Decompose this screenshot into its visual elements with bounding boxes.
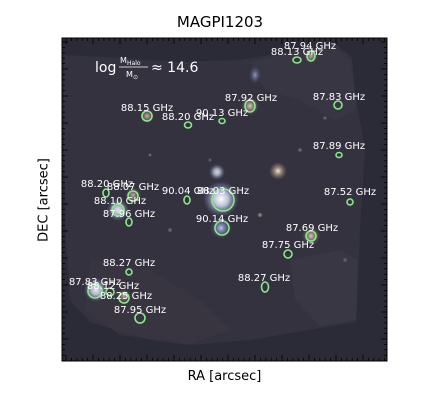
source-ring — [87, 283, 103, 299]
background-galaxy — [249, 66, 261, 84]
source-label: 87.95 GHz — [114, 305, 166, 316]
annotation-log: log — [95, 60, 116, 76]
source-label: 90.14 GHz — [196, 214, 248, 225]
background-galaxy — [207, 157, 213, 163]
galaxy — [117, 289, 131, 303]
source-ring — [214, 220, 230, 236]
annotation-value: ≈ 14.6 — [151, 60, 198, 76]
source-ring — [211, 188, 235, 212]
source-ring — [125, 268, 133, 276]
figure-title: MAGPI1203 — [176, 13, 264, 31]
background-galaxy — [167, 227, 173, 233]
annotation-numerator-sub: Halo — [127, 60, 141, 67]
source-ring — [183, 195, 191, 205]
source-label: 90.04 GHz — [162, 186, 214, 197]
source-ring — [118, 292, 130, 304]
source-ring — [335, 151, 343, 159]
axes-frame — [61, 37, 388, 362]
source-ring — [125, 217, 133, 227]
background-galaxy — [322, 115, 328, 121]
source-label: 88.15 GHz — [121, 103, 173, 114]
source-ring — [283, 249, 293, 259]
y-axis-label: DEC [arcsec] — [36, 158, 52, 242]
galaxy — [107, 199, 129, 221]
halo-mass-annotation: log M Halo M ⊙ ≈ 14.6 — [95, 56, 198, 81]
background-galaxy — [297, 147, 303, 153]
source-label: 87.83 GHz — [69, 277, 121, 288]
source-label: 88.07 GHz — [107, 182, 159, 193]
source-label: 87.69 GHz — [286, 223, 338, 234]
annotation-denominator: M — [126, 70, 133, 79]
source-ring — [346, 198, 354, 206]
source-label: 88.10 GHz — [94, 196, 146, 207]
source-label: 87.96 GHz — [103, 209, 155, 220]
annotation-denominator-sub: ⊙ — [133, 74, 138, 81]
galaxy — [241, 97, 259, 115]
source-label: 87.83 GHz — [313, 92, 365, 103]
source-ring — [127, 190, 139, 202]
source-label: 88.20 GHz — [162, 112, 214, 123]
source-ring — [183, 121, 193, 129]
background-galaxy — [342, 257, 348, 263]
source-label: 90.13 GHz — [196, 108, 248, 119]
source-label: 88.20 GHz — [81, 179, 133, 190]
source-ring — [141, 110, 153, 122]
mosaic-tile — [250, 44, 356, 120]
source-label: 87.92 GHz — [225, 93, 277, 104]
source-ring — [260, 281, 270, 293]
source-label: 88.13 GHz — [271, 47, 323, 58]
source-label: 88.12 GHz — [87, 281, 139, 292]
source-ring — [306, 50, 316, 62]
source-ring — [333, 100, 343, 110]
source-label: 88.25 GHz — [100, 291, 152, 302]
mosaic-tile — [85, 260, 230, 344]
source-ring — [292, 56, 302, 64]
source-ring — [105, 287, 115, 297]
bright-star — [269, 162, 287, 180]
mosaic-tile — [290, 250, 358, 326]
background-galaxy — [148, 153, 152, 157]
galaxy — [209, 164, 225, 180]
x-axis-label: RA [arcsec] — [187, 369, 262, 384]
source-label: 87.89 GHz — [313, 141, 365, 152]
source-ring — [218, 117, 226, 125]
source-label: 87.94 GHz — [284, 41, 336, 52]
background-galaxy — [257, 212, 263, 218]
annotation-numerator: M — [120, 56, 127, 65]
galaxy — [302, 227, 320, 245]
source-ring — [111, 203, 125, 217]
axis-ticks — [62, 38, 387, 362]
source-label: 87.75 GHz — [262, 240, 314, 251]
source-ring — [305, 230, 317, 242]
source-label: 88.03 GHz — [197, 186, 249, 197]
source-ring — [244, 99, 256, 113]
source-label: 87.52 GHz — [324, 187, 376, 198]
source-label: 88.27 GHz — [238, 273, 290, 284]
source-label: 88.27 GHz — [103, 258, 155, 269]
source-ring — [102, 188, 110, 198]
source-ring — [134, 312, 146, 324]
